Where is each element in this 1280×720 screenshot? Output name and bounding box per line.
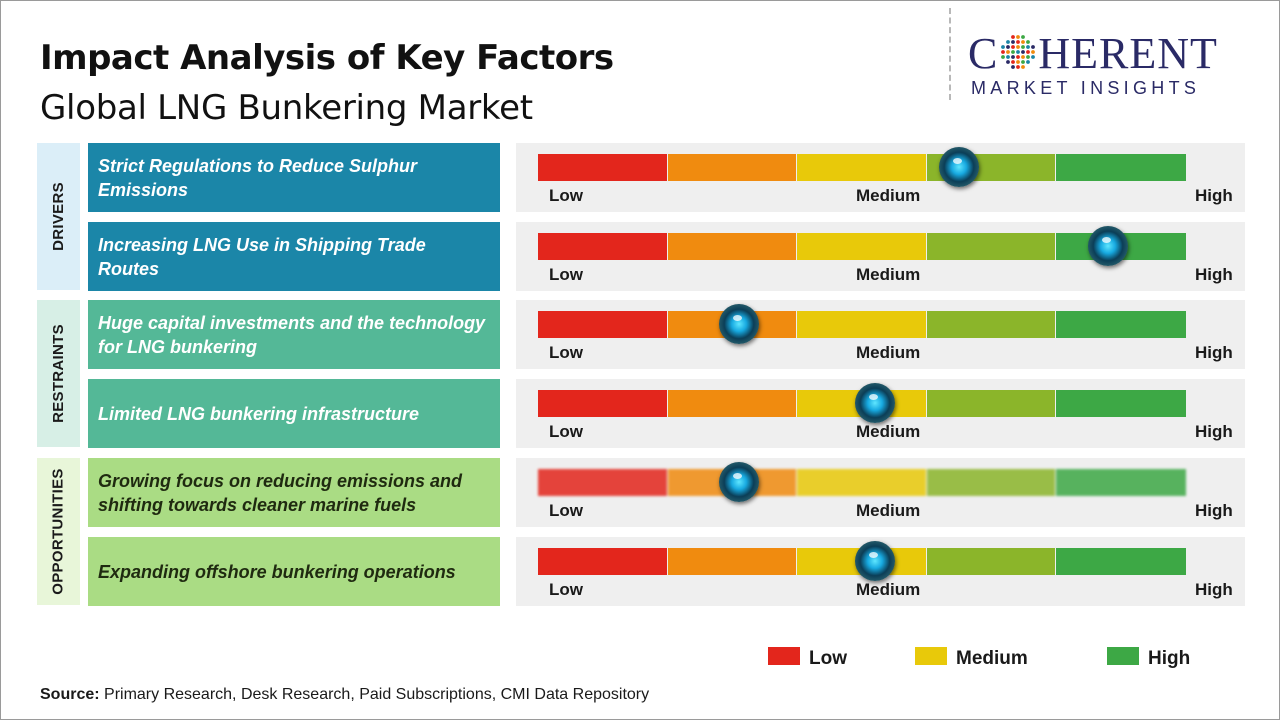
gauge-segment xyxy=(538,154,667,181)
scale-label-medium: Medium xyxy=(856,343,921,362)
page-subtitle: Global LNG Bunkering Market xyxy=(40,88,533,128)
gauge-segment xyxy=(797,469,926,496)
legend-swatch-high xyxy=(1107,647,1139,665)
category-restraints-label: RESTRAINTS xyxy=(50,324,67,423)
factor-label: Limited LNG bunkering infrastructure xyxy=(88,379,500,448)
scale-label-high: High xyxy=(1195,343,1233,362)
gauge-segment xyxy=(926,390,1056,417)
gauge-segment xyxy=(667,548,797,575)
scale-label-high: High xyxy=(1195,501,1233,520)
gauge-segment xyxy=(797,311,926,338)
category-drivers: DRIVERS xyxy=(37,143,80,290)
logo-tagline: MARKET INSIGHTS xyxy=(971,78,1201,98)
impact-gauge: Low Medium High xyxy=(516,300,1245,369)
category-drivers-label: DRIVERS xyxy=(50,182,67,251)
impact-gauge: Low Medium High xyxy=(516,143,1245,212)
gauge-segment xyxy=(538,469,667,496)
scale-label-low: Low xyxy=(549,580,583,599)
legend-label-low: Low xyxy=(809,648,847,669)
category-restraints: RESTRAINTS xyxy=(37,300,80,447)
gauge-segment xyxy=(667,233,797,260)
scale-label-medium: Medium xyxy=(856,422,921,441)
factor-label: Expanding offshore bunkering operations xyxy=(88,537,500,606)
scale-label-high: High xyxy=(1195,422,1233,441)
factor-label: Increasing LNG Use in Shipping Trade Rou… xyxy=(88,222,500,291)
page-title: Impact Analysis of Key Factors xyxy=(40,38,614,78)
impact-marker xyxy=(854,541,895,581)
scale-label-medium: Medium xyxy=(856,265,921,284)
source-label: Source: xyxy=(40,686,100,703)
gauge-segment xyxy=(1056,390,1186,417)
gauge-segment xyxy=(1056,154,1186,181)
legend-label-medium: Medium xyxy=(956,648,1028,669)
gauge-segment xyxy=(538,233,667,260)
legend-swatch-low xyxy=(768,647,800,665)
impact-marker xyxy=(1088,226,1129,266)
gauge-segment xyxy=(926,311,1056,338)
gauge-segment xyxy=(538,390,667,417)
scale-label-medium: Medium xyxy=(856,580,921,599)
impact-marker xyxy=(939,147,980,187)
scale-label-high: High xyxy=(1195,186,1233,205)
logo-name-right: HERENT xyxy=(1038,29,1218,78)
impact-gauge: Low Medium High xyxy=(516,222,1245,291)
category-opportunities: OPPORTUNITIES xyxy=(37,458,80,605)
source-note: Source: Primary Research, Desk Research,… xyxy=(40,686,649,704)
gauge-segment xyxy=(926,233,1056,260)
legend-label-high: High xyxy=(1148,648,1191,669)
scale-label-medium: Medium xyxy=(856,501,921,520)
impact-marker xyxy=(718,304,759,344)
scale-label-low: Low xyxy=(549,186,583,205)
gauge-segment xyxy=(538,311,667,338)
factor-label: Strict Regulations to Reduce Sulphur Emi… xyxy=(88,143,500,212)
gauge-segment xyxy=(1056,469,1186,496)
source-text: Primary Research, Desk Research, Paid Su… xyxy=(99,686,650,703)
gauge-segment xyxy=(1056,548,1186,575)
impact-marker xyxy=(854,383,895,423)
gauge-segment xyxy=(797,233,926,260)
logo-sphere-icon xyxy=(1001,35,1036,69)
gauge-segment xyxy=(926,548,1056,575)
gauge-segment xyxy=(1056,311,1186,338)
scale-label-high: High xyxy=(1195,265,1233,284)
factor-label: Huge capital investments and the technol… xyxy=(88,300,500,369)
impact-gauge: Low Medium High xyxy=(516,458,1245,527)
gauge-segment xyxy=(667,390,797,417)
gauge-segment xyxy=(538,548,667,575)
legend-swatch-medium xyxy=(915,647,947,665)
logo-divider xyxy=(949,8,951,100)
gauge-segment xyxy=(797,154,926,181)
gauge-segment xyxy=(667,154,797,181)
scale-label-high: High xyxy=(1195,580,1233,599)
category-opportunities-label: OPPORTUNITIES xyxy=(50,468,68,595)
company-logo: C HERENT xyxy=(968,28,1218,79)
scale-label-low: Low xyxy=(549,501,583,520)
scale-label-low: Low xyxy=(549,343,583,362)
factor-label: Growing focus on reducing emissions and … xyxy=(88,458,500,527)
impact-gauge: Low Medium High xyxy=(516,379,1245,448)
impact-gauge: Low Medium High xyxy=(516,537,1245,606)
scale-label-medium: Medium xyxy=(856,186,921,205)
gauge-segment xyxy=(926,469,1056,496)
impact-marker xyxy=(718,462,759,502)
scale-label-low: Low xyxy=(549,422,583,441)
logo-name-left: C xyxy=(968,29,999,78)
scale-label-low: Low xyxy=(549,265,583,284)
